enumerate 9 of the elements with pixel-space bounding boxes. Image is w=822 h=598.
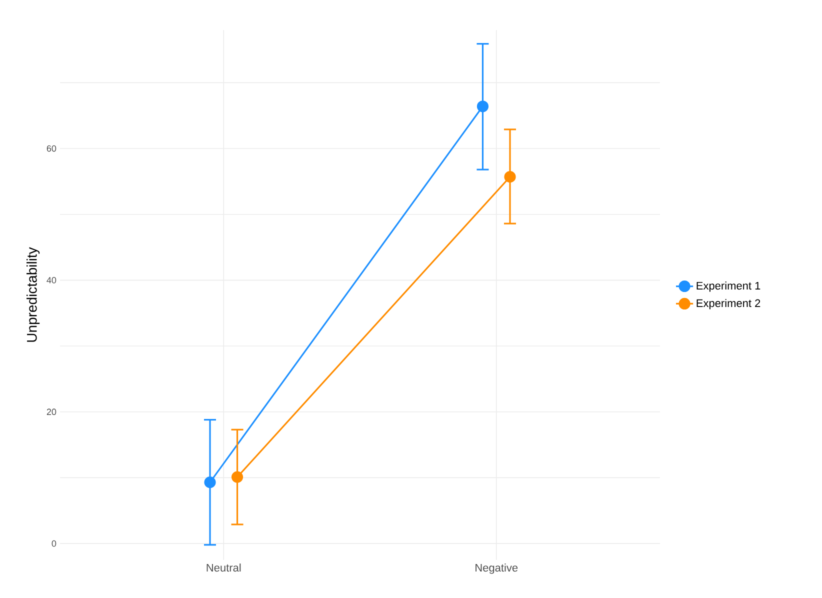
x-tick-label: Neutral bbox=[206, 564, 241, 572]
y-tick-label: 20 bbox=[46, 408, 56, 416]
legend-label: Experiment 1 bbox=[696, 282, 760, 292]
y-tick-label: 0 bbox=[52, 540, 56, 547]
legend-label: Experiment 2 bbox=[696, 299, 760, 310]
y-axis-title: Unpredictability bbox=[26, 247, 40, 342]
x-tick-label: Negative bbox=[476, 564, 518, 574]
y-tick-label: 60 bbox=[46, 145, 56, 152]
y-tick-label: 40 bbox=[46, 276, 56, 284]
